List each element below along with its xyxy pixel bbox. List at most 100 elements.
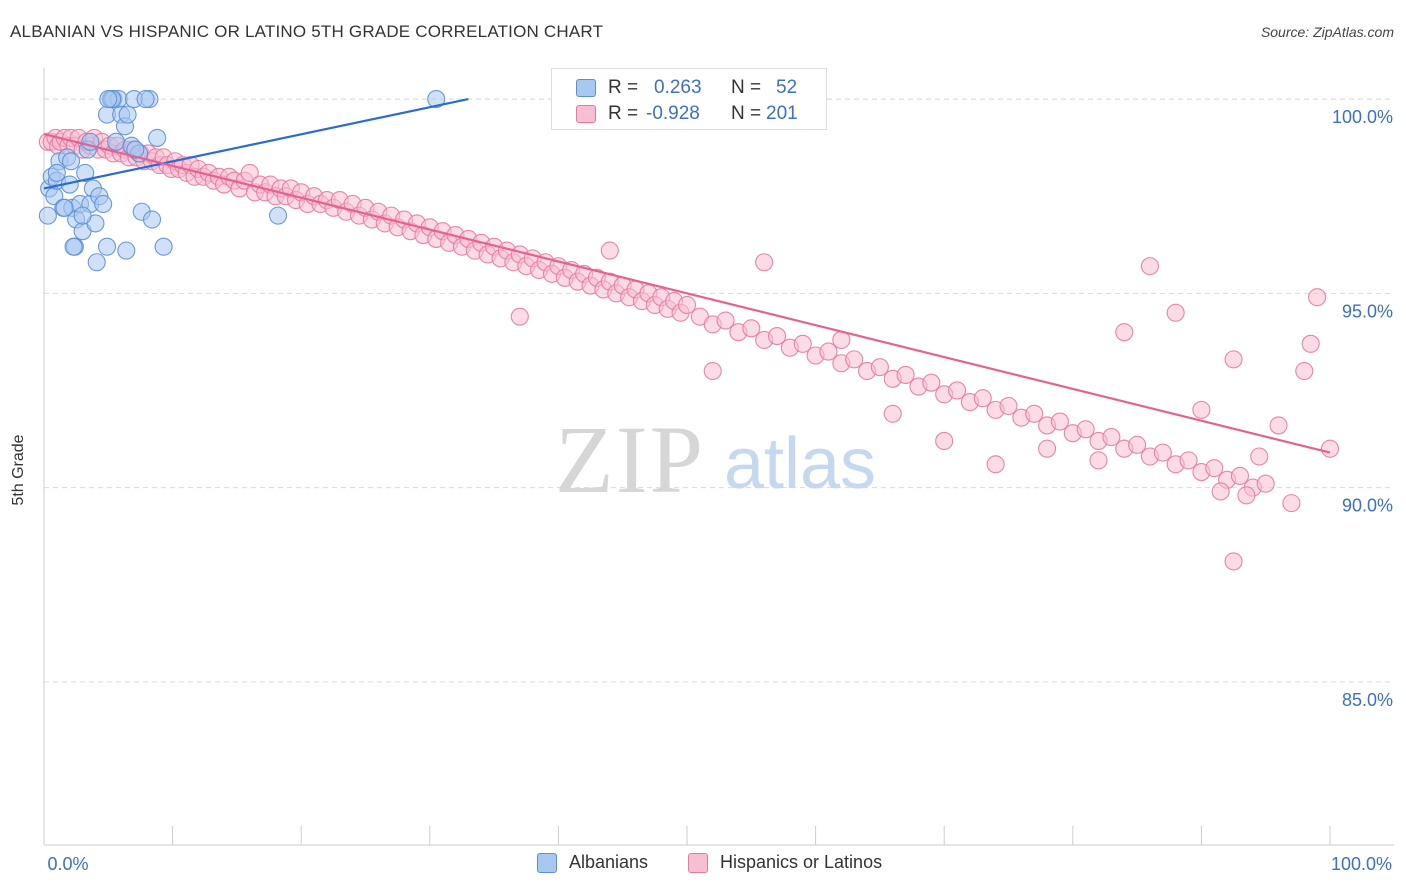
hispanic-point [1301, 334, 1320, 353]
hispanic-point [1192, 400, 1211, 419]
albanian-point [73, 206, 92, 225]
hispanic-point [999, 396, 1018, 416]
hispanic-point [677, 295, 697, 315]
hispanic-point [1308, 288, 1327, 307]
albanian-point [427, 90, 446, 109]
albanian-point [38, 206, 57, 225]
watermark-atlas: atlas [724, 424, 876, 504]
albanian-point [64, 237, 83, 256]
hispanic-point [1282, 494, 1301, 513]
albanian-point [99, 90, 118, 109]
legend-r-value: -0.928 [646, 103, 700, 124]
albanian-point [94, 194, 113, 214]
albanian-point [47, 163, 66, 182]
albanian-point [97, 237, 117, 256]
albanians-swatch [576, 79, 596, 97]
chart-title: ALBANIAN VS HISPANIC OR LATINO 5TH GRADE… [10, 22, 604, 41]
hispanic-point [986, 455, 1005, 474]
legend-n-value: 52 [776, 77, 798, 98]
albanian-point [136, 90, 155, 109]
hispanic-point [935, 431, 954, 451]
hispanic-point [973, 389, 992, 408]
hispanic-point [755, 253, 774, 272]
hispanic-point [1224, 552, 1243, 571]
hispanics-swatch [576, 105, 596, 123]
hispanic-point [1237, 486, 1256, 505]
y-tick-label: 90.0% [1342, 496, 1393, 516]
legend-r-label: R = [608, 103, 639, 124]
hispanic-point [1115, 323, 1134, 342]
hispanic-point [883, 404, 902, 423]
hispanic-point [1256, 474, 1275, 493]
hispanic-point [1025, 404, 1044, 423]
hispanic-point [716, 311, 735, 330]
correlation-legend: R = 0.263 N = 52 R = -0.928 N = 201 [551, 68, 827, 130]
albanian-point [118, 105, 137, 124]
albanian-point [87, 253, 106, 272]
hispanic-point [703, 361, 722, 381]
hispanic-point [742, 319, 761, 338]
hispanic-point [819, 342, 838, 361]
hispanic-point [1038, 439, 1057, 458]
hispanic-point [1179, 451, 1198, 470]
hispanic-point [1102, 428, 1121, 447]
hispanic-point [1089, 451, 1108, 470]
x-tick-label: 0.0% [47, 854, 88, 874]
albanian-point [117, 241, 136, 260]
watermark-zip: ZIP [555, 406, 705, 513]
tick-labels: 85.0% 90.0% 95.0% 100.0% 0.0% 100.0% [47, 107, 1393, 874]
hispanic-point [896, 365, 915, 384]
albanian-point [55, 198, 74, 217]
hispanic-point [1128, 435, 1147, 454]
legend-r-value: 0.263 [654, 77, 702, 98]
hispanic-point [1250, 447, 1269, 466]
axes [43, 68, 1394, 846]
hispanic-point [1295, 361, 1314, 381]
albanian-point [106, 132, 126, 151]
y-tick-label: 95.0% [1342, 301, 1393, 321]
trend-lines [43, 98, 1331, 454]
hispanic-point [1153, 443, 1172, 462]
albanians-swatch [537, 853, 557, 873]
albanian-point [61, 152, 81, 171]
hispanic-point [1050, 412, 1069, 431]
hispanic-point [240, 163, 259, 182]
y-tick-label: 100.0% [1332, 107, 1393, 127]
hispanic-trend-line [43, 132, 1331, 454]
legend-n-label: N = [731, 103, 762, 124]
hispanic-point [845, 350, 864, 369]
hispanic-point [1320, 439, 1340, 458]
hispanic-point [1224, 350, 1243, 369]
hispanic-point [767, 327, 787, 346]
watermark: ZIP atlas [555, 406, 876, 513]
hispanic-point [1230, 466, 1250, 485]
albanian-point [126, 140, 145, 159]
hispanic-point [1211, 482, 1230, 501]
y-tick-label: 85.0% [1342, 690, 1393, 710]
hispanic-point [793, 334, 812, 353]
hispanic-point [1140, 257, 1160, 276]
albanian-point [154, 237, 173, 256]
hispanic-point [1269, 416, 1288, 435]
legend-r-label: R = [608, 77, 639, 98]
hispanic-point [1166, 303, 1185, 322]
hispanic-point [510, 307, 529, 326]
albanian-point [269, 206, 288, 225]
source-label: Source: ZipAtlas.com [1260, 24, 1394, 40]
hispanics-swatch [688, 853, 708, 873]
hispanic-point [600, 241, 619, 260]
legend-n-value: 201 [766, 103, 798, 124]
hispanic-point [922, 373, 941, 392]
x-tick-label: 100.0% [1331, 854, 1392, 874]
legend-label: Hispanics or Latinos [720, 852, 883, 872]
hispanic-point [870, 358, 889, 377]
hispanic-point [1205, 459, 1224, 478]
albanian-point [76, 163, 95, 182]
legend-n-label: N = [731, 77, 762, 98]
hispanic-point [1076, 420, 1095, 439]
hispanic-point [948, 381, 967, 400]
albanian-point [148, 128, 167, 147]
legend-label: Albanians [569, 852, 649, 872]
albanian-trend-line [43, 98, 469, 190]
